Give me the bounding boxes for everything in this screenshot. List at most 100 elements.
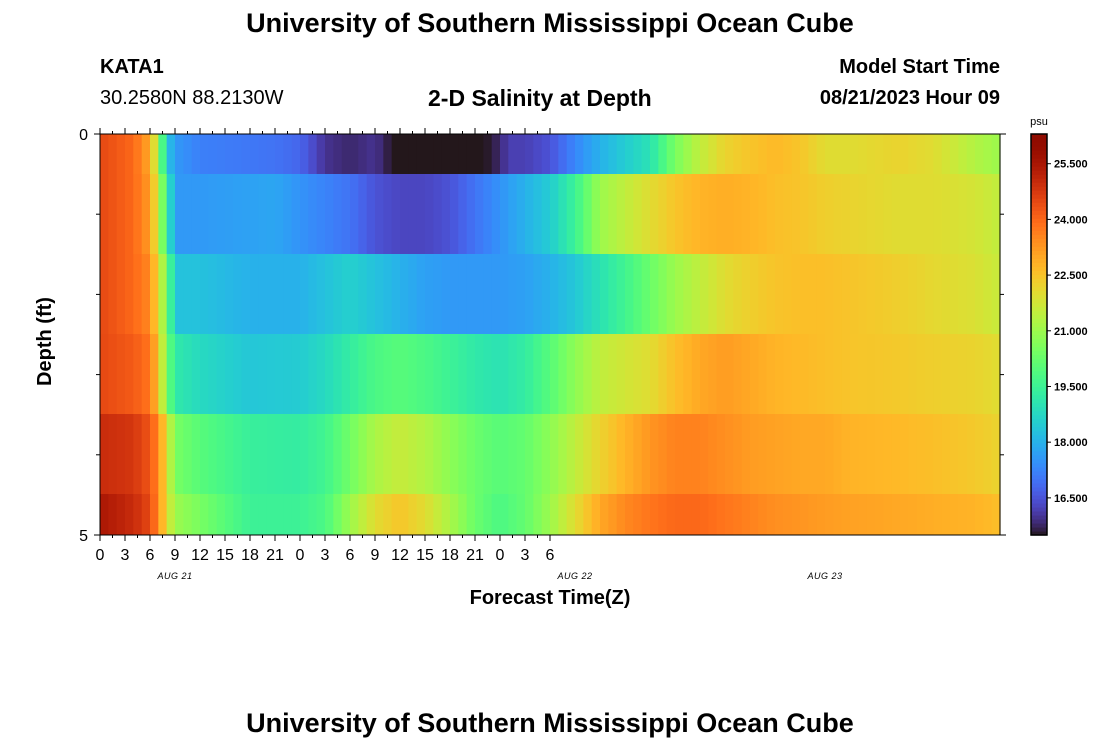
heatmap-cell — [991, 414, 1001, 494]
x-tick-label: 0 — [96, 547, 105, 564]
heatmap-cell — [241, 414, 251, 494]
colorbar-swatch — [1031, 262, 1047, 267]
heatmap-cell — [875, 414, 884, 494]
colorbar-swatch — [1031, 158, 1047, 163]
colorbar-swatch — [1031, 330, 1047, 336]
heatmap-cell — [833, 134, 843, 174]
heatmap-cell — [908, 334, 918, 414]
heatmap-cell — [575, 334, 584, 414]
heatmap-cell — [250, 334, 259, 414]
colorbar-swatch — [1031, 230, 1047, 235]
heatmap-cell — [308, 334, 318, 414]
heatmap-cell — [825, 134, 834, 174]
heatmap-cell — [750, 174, 759, 254]
heatmap-cell — [300, 414, 309, 494]
heatmap-cell — [975, 174, 984, 254]
heatmap-cell — [358, 134, 368, 174]
heatmap-cell — [200, 334, 209, 414]
heatmap-cell — [225, 414, 234, 494]
heatmap-cell — [216, 174, 226, 254]
heatmap-cell — [141, 254, 151, 334]
colorbar-swatch — [1031, 458, 1047, 464]
heatmap-cell — [616, 414, 626, 494]
heatmap-cell — [708, 174, 718, 254]
heatmap-cell — [458, 134, 468, 174]
heatmap-cell — [541, 494, 551, 535]
colorbar-swatch — [1031, 518, 1047, 524]
colorbar-swatch — [1031, 474, 1047, 480]
heatmap-cell — [666, 334, 676, 414]
heatmap-cell — [600, 414, 609, 494]
colorbar-swatch — [1031, 254, 1047, 259]
x-tick-label: 0 — [496, 547, 505, 564]
heatmap-cell — [258, 414, 268, 494]
heatmap-cell — [966, 174, 976, 254]
heatmap-cell — [491, 174, 501, 254]
heatmap-cell — [250, 134, 259, 174]
heatmap-cell — [450, 494, 459, 535]
heatmap-cell — [941, 494, 951, 535]
heatmap-cell — [600, 494, 609, 535]
heatmap-cell — [391, 134, 401, 174]
heatmap-cell — [183, 334, 193, 414]
heatmap-cell — [975, 134, 984, 174]
heatmap-cell — [266, 494, 276, 535]
heatmap-cell — [950, 494, 959, 535]
heatmap-cell — [908, 174, 918, 254]
colorbar-swatch — [1031, 290, 1047, 295]
heatmap-cell — [533, 414, 543, 494]
colorbar-swatch — [1031, 138, 1047, 143]
heatmap-cell — [825, 334, 834, 414]
colorbar-swatch — [1031, 438, 1047, 444]
heatmap-cell — [841, 414, 851, 494]
heatmap-cell — [725, 414, 734, 494]
heatmap-cell — [641, 494, 651, 535]
heatmap-cell — [350, 134, 359, 174]
bottom-title: University of Southern Mississippi Ocean… — [246, 708, 854, 738]
heatmap-cell — [566, 134, 576, 174]
heatmap-cell — [600, 334, 609, 414]
heatmap-cell — [216, 134, 226, 174]
heatmap-cell — [133, 254, 143, 334]
heatmap-cell — [325, 334, 334, 414]
heatmap-cell — [775, 494, 784, 535]
heatmap-cell — [800, 334, 809, 414]
heatmap-cell — [575, 134, 584, 174]
heatmap-cell — [750, 334, 759, 414]
heatmap-cell — [116, 414, 126, 494]
heatmap-cell — [900, 134, 909, 174]
heatmap-cell — [725, 494, 734, 535]
heatmap-cell — [558, 254, 568, 334]
heatmap-cell — [100, 334, 109, 414]
colorbar-tick-label: 18.000 — [1054, 437, 1088, 449]
heatmap-cell — [741, 494, 751, 535]
heatmap-cell — [808, 334, 818, 414]
heatmap-cell — [166, 254, 176, 334]
heatmap-cell — [591, 494, 601, 535]
colorbar-tick-label: 21.000 — [1054, 326, 1088, 338]
heatmap-cell — [866, 254, 876, 334]
colorbar-swatch — [1031, 182, 1047, 187]
heatmap-cell — [441, 414, 451, 494]
heatmap-cell — [175, 334, 184, 414]
heatmap-cell — [941, 254, 951, 334]
heatmap-cell — [958, 134, 968, 174]
heatmap-cell — [500, 414, 509, 494]
colorbar-swatch — [1031, 326, 1047, 332]
heatmap-cell — [591, 414, 601, 494]
heatmap-cell — [516, 414, 526, 494]
heatmap-cell — [758, 174, 768, 254]
heatmap-cell — [425, 334, 434, 414]
heatmap-cell — [741, 414, 751, 494]
heatmap-cell — [475, 174, 484, 254]
colorbar-swatch — [1031, 294, 1047, 300]
heatmap-cell — [383, 414, 393, 494]
heatmap-cell — [375, 134, 384, 174]
heatmap-cell — [250, 494, 259, 535]
heatmap-cell — [900, 174, 909, 254]
colorbar-swatch — [1031, 502, 1047, 508]
colorbar-tick-label: 24.000 — [1054, 214, 1088, 226]
heatmap-cell — [691, 494, 701, 535]
heatmap-cell — [525, 134, 534, 174]
heatmap-cell — [341, 254, 351, 334]
